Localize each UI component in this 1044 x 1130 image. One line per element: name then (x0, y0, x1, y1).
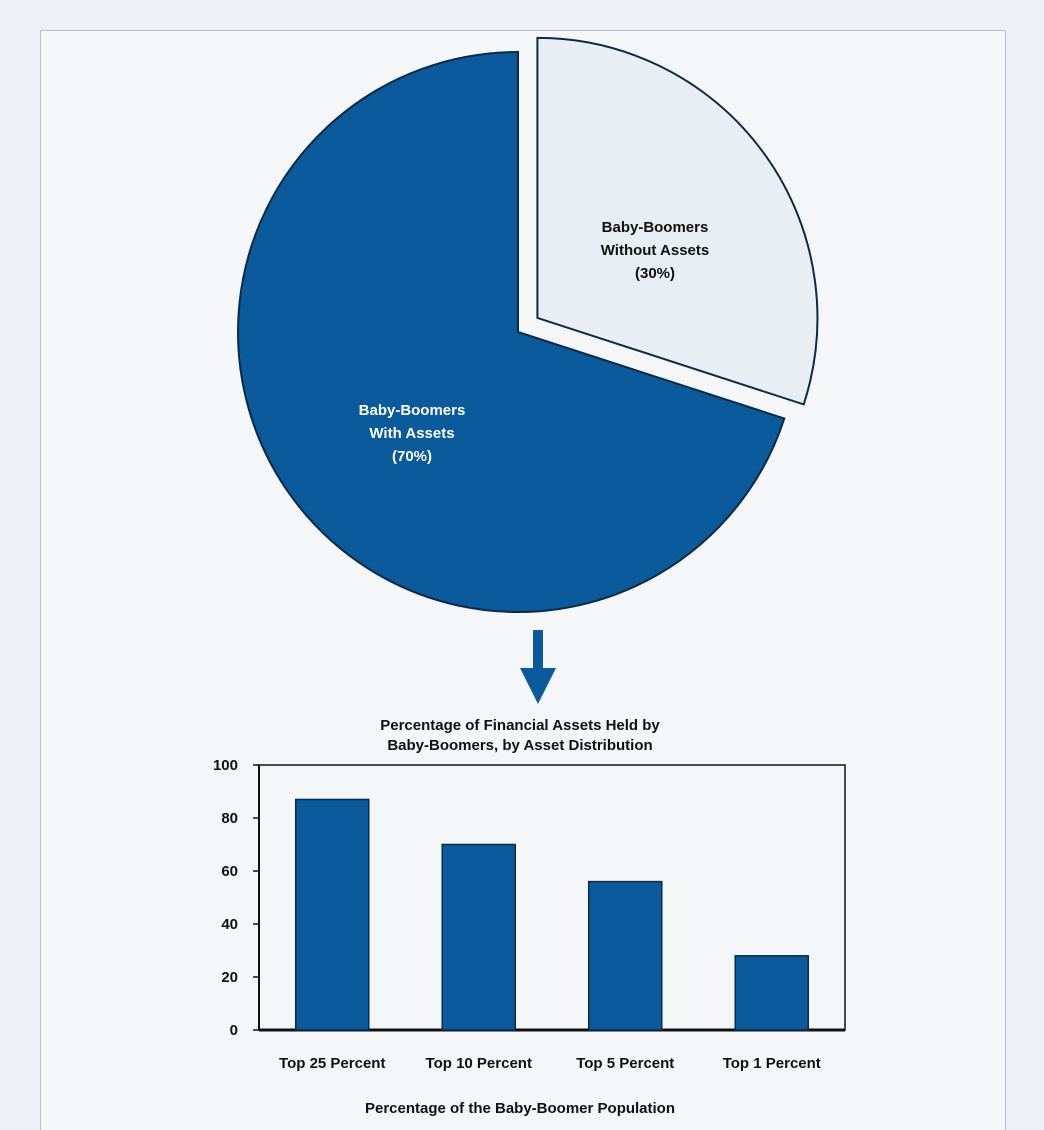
bar (441, 843, 516, 1031)
pie-label-line: (70%) (392, 448, 432, 465)
pie-slice-without-assets (536, 36, 819, 406)
bar (588, 880, 663, 1031)
pie-chart: Baby-Boomers With Assets (70%)Baby-Boomers… (237, 36, 819, 613)
arrow-shaft (533, 630, 543, 674)
down-arrow (520, 630, 556, 704)
pie-label-with-assets: Baby-Boomers With Assets (70%) (359, 402, 466, 465)
pie-label-line: Baby-Boomers (602, 219, 709, 236)
bar-chart-title: Percentage of Financial Assets Held by Ba… (380, 717, 660, 754)
pie-label-line: Without Assets (601, 242, 709, 259)
x-tick-label: Top 25 Percent (279, 1055, 385, 1072)
pie-label-line: (30%) (635, 265, 675, 282)
bar (734, 955, 809, 1031)
pie-label-line: Baby-Boomers (359, 402, 466, 419)
y-tick-label: 0 (230, 1022, 238, 1039)
x-tick-label: Top 5 Percent (576, 1055, 674, 1072)
bar (295, 798, 370, 1031)
pie-slice-with-assets (237, 50, 786, 613)
x-axis-label: Percentage of the Baby-Boomer Population (365, 1100, 675, 1117)
y-tick-label: 20 (221, 969, 238, 986)
bar-chart-title-line: Percentage of Financial Assets Held by (380, 717, 660, 734)
y-tick-label: 100 (213, 757, 238, 774)
x-tick-label: Top 1 Percent (723, 1055, 821, 1072)
pie-label-without-assets: Baby-Boomers Without Assets (30%) (601, 219, 709, 282)
y-tick-label: 60 (221, 863, 238, 880)
arrow-head (520, 668, 556, 704)
bar-chart: Percentage of Financial Assets Held by Ba… (213, 717, 846, 1117)
bar-chart-title-line: Baby-Boomers, by Asset Distribution (387, 737, 652, 754)
pie-label-line: With Assets (369, 425, 454, 442)
y-tick-label: 80 (221, 810, 238, 827)
y-tick-label: 40 (221, 916, 238, 933)
x-tick-label: Top 10 Percent (426, 1055, 532, 1072)
